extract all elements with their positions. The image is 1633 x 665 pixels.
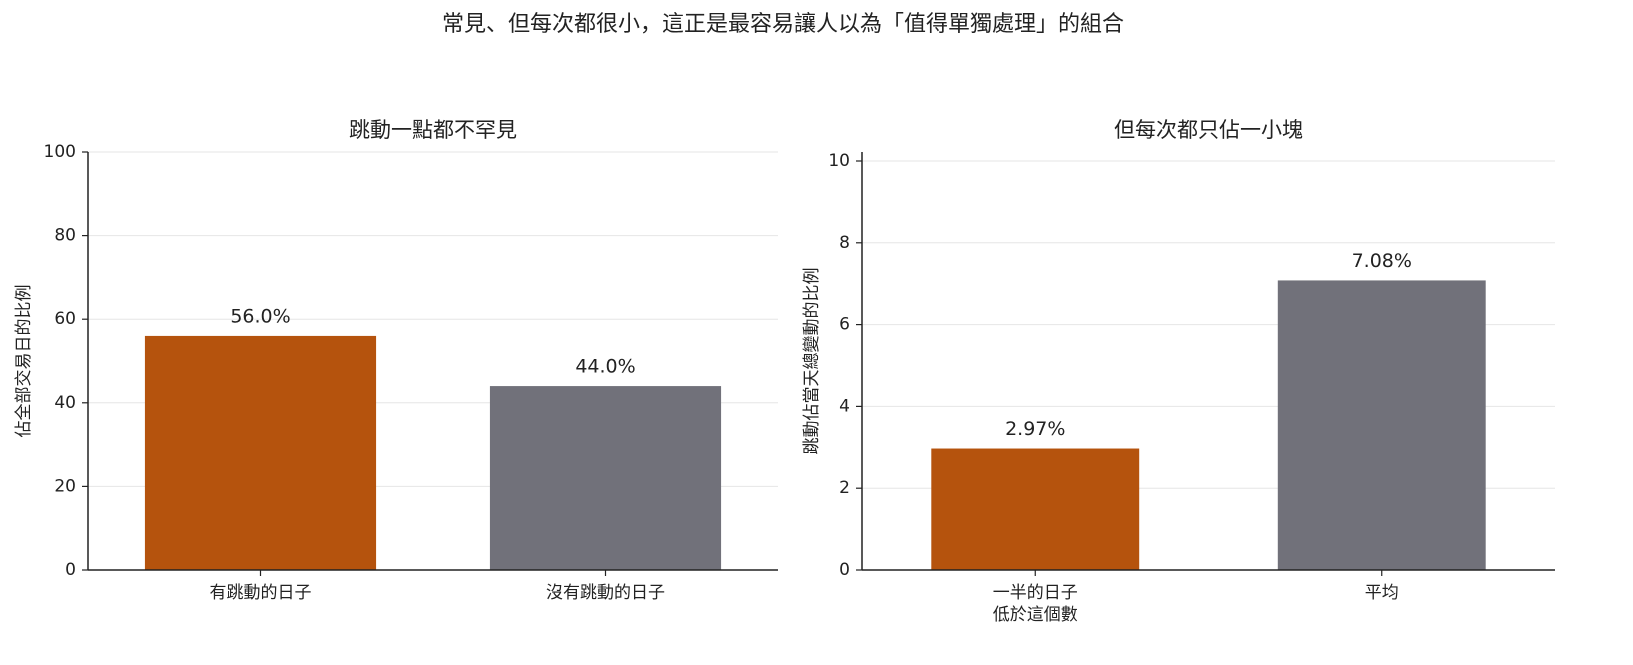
value-label: 44.0% (575, 356, 635, 378)
value-label: 2.97% (1005, 418, 1065, 440)
figure-title: 常見、但每次都很小，這正是最容易讓人以為「值得單獨處理」的組合 (442, 12, 1124, 37)
y-tick-label: 6 (839, 315, 850, 335)
bar (489, 386, 722, 570)
y-tick-label: 10 (828, 151, 850, 171)
subplot-title: 但每次都只佔一小塊 (1114, 118, 1303, 142)
y-tick-label: 0 (65, 560, 76, 580)
y-tick-label: 2 (839, 478, 850, 498)
y-tick-label: 0 (839, 560, 850, 580)
value-label: 56.0% (230, 305, 290, 327)
bar (1277, 280, 1486, 570)
y-tick-label: 4 (839, 396, 850, 416)
y-axis-label: 佔全部交易日的比例 (14, 285, 34, 438)
x-tick-label: 平均 (1365, 583, 1399, 603)
subplot-title: 跳動一點都不罕見 (349, 118, 517, 142)
x-tick-label: 沒有跳動的日子 (546, 583, 665, 603)
bar (144, 335, 377, 570)
y-tick-label: 40 (54, 393, 76, 413)
x-tick-label: 有跳動的日子 (210, 583, 312, 603)
x-tick-label: 一半的日子低於這個數 (993, 583, 1078, 625)
y-tick-label: 100 (44, 142, 76, 162)
bar (931, 448, 1140, 570)
y-tick-label: 60 (54, 309, 76, 329)
y-tick-label: 8 (839, 233, 850, 253)
value-label: 7.08% (1352, 250, 1412, 272)
y-tick-label: 20 (54, 476, 76, 496)
y-tick-label: 80 (54, 226, 76, 246)
y-axis-label: 跳動佔當天總變動的比例 (802, 268, 822, 455)
